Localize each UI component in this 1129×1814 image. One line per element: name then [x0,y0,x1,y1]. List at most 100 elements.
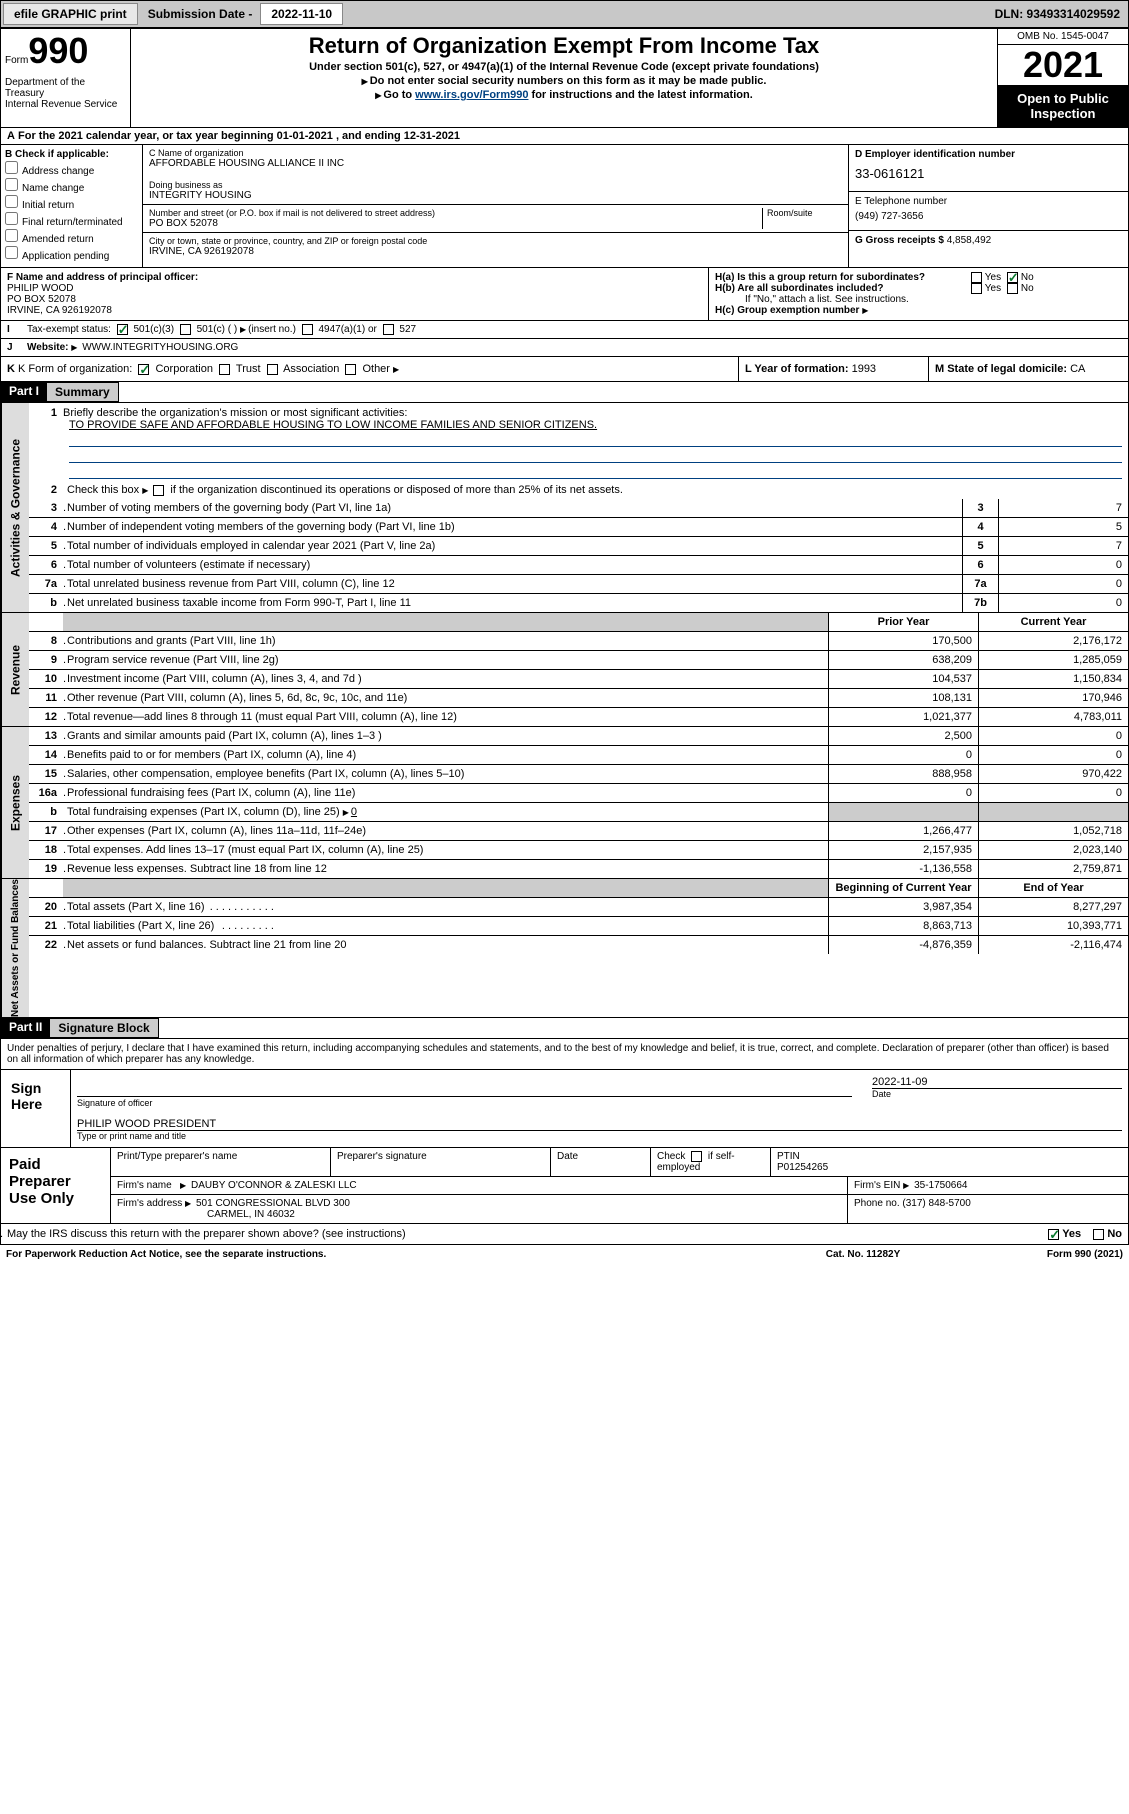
officer-name: PHILIP WOOD [7,283,74,294]
sign-here: Sign Here [1,1070,71,1147]
arrow-icon [862,305,870,316]
f-label: F Name and address of principal officer: [7,272,198,283]
state-domicile: CA [1070,363,1085,375]
cb-self-employed[interactable] [691,1151,702,1162]
hb-note: If "No," attach a list. See instructions… [715,294,1122,305]
hb-no[interactable] [1007,283,1018,294]
sig-date-label: Date [872,1088,1122,1099]
cb-amended-return[interactable]: Amended return [5,229,138,245]
q1-num: 1 [35,407,63,419]
open-to-public: Open to Public Inspection [998,85,1128,127]
ein-label: D Employer identification number [855,149,1015,160]
org-name: AFFORDABLE HOUSING ALLIANCE II INC [149,158,842,169]
submission-date: 2022-11-10 [260,3,343,25]
discuss-q: May the IRS discuss this return with the… [7,1228,410,1240]
part1-title: Summary [47,382,119,402]
cb-final-return[interactable]: Final return/terminated [5,212,138,228]
ha-no[interactable] [1007,272,1018,283]
m-label: M State of legal domicile: [935,363,1067,375]
cb-501c[interactable] [180,324,191,335]
part2-title: Signature Block [50,1018,158,1038]
city-label: City or town, state or province, country… [149,236,842,246]
gross-value: 4,858,492 [947,235,992,246]
line-a: A For the 2021 calendar year, or tax yea… [0,127,1129,145]
org-city: IRVINE, CA 926192078 [149,246,842,257]
ha-label: H(a) Is this a group return for subordin… [715,272,965,283]
tab-expenses: Expenses [1,727,29,878]
netassets-block: Net Assets or Fund Balances Beginning of… [0,879,1129,1018]
prep-h2: Preparer's signature [331,1148,551,1176]
form-id-block: Form990 Department of the Treasury Inter… [1,29,131,127]
q1-text: Briefly describe the organization's miss… [63,407,407,419]
sig-name: PHILIP WOOD PRESIDENT [77,1118,1122,1130]
header-center: Return of Organization Exempt From Incom… [131,29,998,127]
cb-trust[interactable] [219,364,230,375]
prep-label: Paid Preparer Use Only [1,1148,111,1223]
col-current: Current Year [978,613,1128,631]
form-number: 990 [28,30,88,71]
org-info-block: B Check if applicable: Address change Na… [0,145,1129,268]
cb-501c3[interactable] [117,324,128,335]
page-footer: For Paperwork Reduction Act Notice, see … [0,1245,1129,1264]
cb-initial-return[interactable]: Initial return [5,195,138,211]
q2-text2: if the organization discontinued its ope… [167,484,623,496]
dept-irs: Internal Revenue Service [5,99,126,110]
footer-left: For Paperwork Reduction Act Notice, see … [6,1249,763,1260]
i-label: Tax-exempt status: [27,324,111,335]
part2-hdr: Part II [1,1018,50,1038]
ein-value: 33-0616121 [855,160,1122,187]
cb-4947[interactable] [302,324,313,335]
hc-label: H(c) Group exemption number [715,305,859,316]
b-header: B Check if applicable: [5,149,109,160]
firm-phone: (317) 848-5700 [902,1198,970,1209]
revenue-block: Revenue Prior YearCurrent Year 8Contribu… [0,613,1129,727]
top-toolbar: efile GRAPHIC print Submission Date - 20… [0,0,1129,28]
right-info: D Employer identification number33-06161… [848,145,1128,267]
omb-number: OMB No. 1545-0047 [998,29,1128,45]
room-suite: Room/suite [762,208,842,229]
firm-phone-label: Phone no. [854,1198,900,1209]
checkboxes-b: B Check if applicable: Address change Na… [1,145,143,267]
cb-corp[interactable] [138,364,149,375]
officer-addr: PO BOX 52078 [7,294,76,305]
cb-address-change[interactable]: Address change [5,161,138,177]
col-prior: Prior Year [828,613,978,631]
org-address: PO BOX 52078 [149,218,762,229]
cb-discuss-no[interactable] [1093,1229,1104,1240]
firm-city: CARMEL, IN 46032 [207,1209,295,1220]
arrow-icon [362,75,370,87]
col-eoy: End of Year [978,879,1128,897]
ha-yes[interactable] [971,272,982,283]
cb-application-pending[interactable]: Application pending [5,246,138,262]
cb-527[interactable] [383,324,394,335]
officer-city: IRVINE, CA 926192078 [7,305,112,316]
sig-officer-label: Signature of officer [77,1096,852,1108]
cb-other[interactable] [345,364,356,375]
cb-discontinued[interactable] [153,485,164,496]
cb-discuss-yes[interactable] [1048,1229,1059,1240]
tax-year: 2021 [998,45,1128,85]
k-label: K Form of organization: [18,363,132,375]
efile-print-button[interactable]: efile GRAPHIC print [3,3,138,25]
declaration: Under penalties of perjury, I declare th… [0,1039,1129,1070]
officer-h-block: F Name and address of principal officer:… [0,268,1129,321]
cb-name-change[interactable]: Name change [5,178,138,194]
form-word: Form [5,55,28,66]
dba-name: INTEGRITY HOUSING [149,190,842,201]
firm-ein-label: Firm's EIN [854,1180,900,1191]
goto-pre: Go to [383,89,415,101]
irs-link[interactable]: www.irs.gov/Form990 [415,89,528,101]
hb-yes[interactable] [971,283,982,294]
ptin-value: P01254265 [777,1162,828,1173]
part1-hdr: Part I [1,382,47,402]
prep-h1: Print/Type preparer's name [111,1148,331,1176]
header-right: OMB No. 1545-0047 2021 Open to Public In… [998,29,1128,127]
cb-assoc[interactable] [267,364,278,375]
org-name-block: C Name of organizationAFFORDABLE HOUSING… [143,145,848,267]
firm-addr: 501 CONGRESSIONAL BLVD 300 [196,1198,350,1209]
submission-label: Submission Date - [140,4,261,24]
dba-label: Doing business as [149,180,842,190]
prep-h4: Check [657,1151,685,1162]
goto-post: for instructions and the latest informat… [528,89,752,101]
firm-label: Firm's name [117,1180,172,1191]
